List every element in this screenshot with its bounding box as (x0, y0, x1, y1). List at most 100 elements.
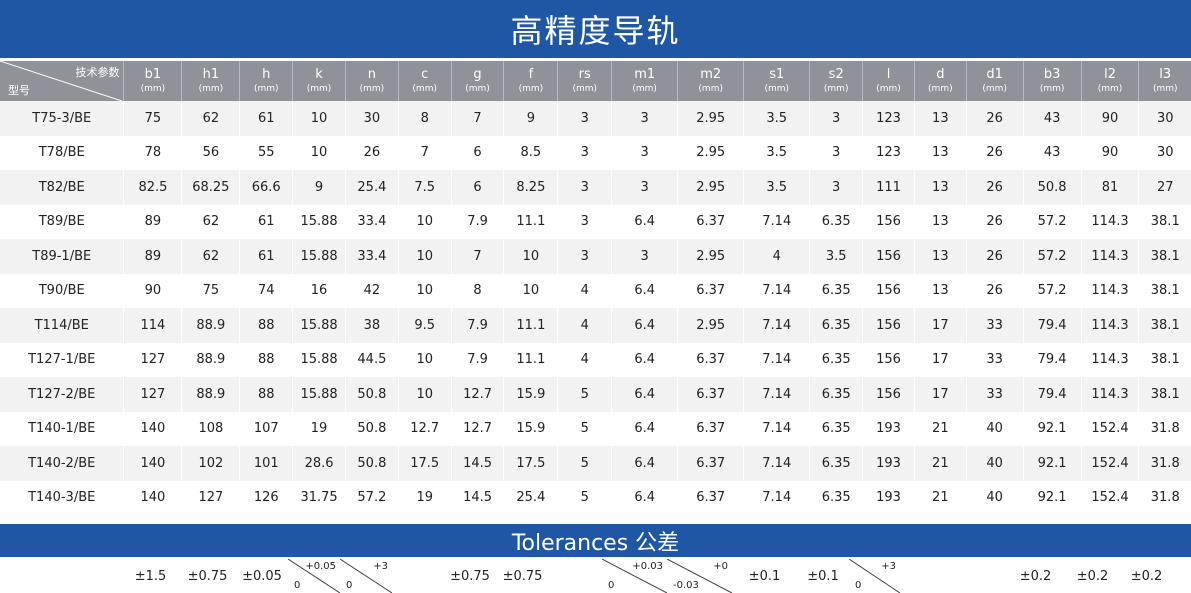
value-cell: 114.3 (1080, 239, 1139, 274)
tolerance-split-cell: +0 -0.03 (667, 559, 732, 593)
value-cell: 6 (450, 170, 504, 205)
column-unit: (mm) (764, 83, 790, 94)
tolerance-upper: +0 (713, 561, 728, 572)
table-row: T140-3/BE 140 127 126 31.75 57.2 19 14.5 25.4 5 6.… (0, 480, 1191, 515)
value-cell: 4 (557, 342, 612, 377)
value-cell: 15.88 (292, 308, 346, 343)
value-cell: 90 (123, 273, 182, 308)
column-header-l3: l3 (mm) (1138, 61, 1191, 101)
tolerance-lower: 0 (346, 580, 353, 591)
value-cell: 8.25 (503, 170, 558, 205)
tolerance-upper: +3 (881, 561, 896, 572)
column-symbol: g (473, 66, 482, 82)
value-cell: 6.37 (677, 342, 744, 377)
value-cell: 3 (809, 170, 863, 205)
model-cell: T90/BE (0, 273, 124, 308)
value-cell: 193 (862, 480, 915, 515)
column-header-l2: l2 (mm) (1080, 61, 1139, 101)
value-cell: 193 (862, 411, 915, 446)
table-row: T114/BE 114 88.9 88 15.88 38 9.5 7.9 11.1 4 6.4 2.9… (0, 308, 1191, 343)
tolerance-split-cell: +3 0 (340, 559, 392, 593)
value-cell: 17 (913, 377, 967, 412)
value-cell: 89 (123, 239, 182, 274)
value-cell: 42 (344, 273, 399, 308)
value-cell: 6.37 (677, 273, 744, 308)
value-cell: 4 (557, 273, 612, 308)
column-header-g: g (mm) (450, 61, 504, 101)
value-cell: 156 (862, 308, 915, 343)
value-cell: 10 (397, 342, 452, 377)
value-cell: 111 (862, 170, 915, 205)
value-cell: 7.14 (743, 446, 810, 481)
table-row: T75-3/BE 75 62 61 10 30 8 7 9 3 3 2.95 3.5 3 123 13 26 43… (0, 101, 1191, 136)
column-unit: (mm) (572, 83, 597, 94)
spec-table: 技术参数 型号 b1 (mm) h1 (mm) h (mm) k (mm) n (mm) c (mm)… (0, 61, 1191, 515)
value-cell: 11.1 (503, 204, 558, 239)
value-cell: 102 (181, 446, 240, 481)
value-cell: 50.8 (1022, 170, 1082, 205)
value-cell: 2.95 (677, 239, 744, 274)
value-cell: 61 (239, 101, 293, 136)
value-cell: 50.8 (344, 411, 399, 446)
model-cell: T89-1/BE (0, 239, 124, 274)
value-cell: 30 (1138, 135, 1191, 170)
value-cell: 10 (503, 239, 558, 274)
value-cell: 10 (397, 377, 452, 412)
value-cell: 90 (1080, 135, 1139, 170)
tolerance-upper: +0.05 (305, 561, 336, 572)
value-cell: 26 (965, 273, 1024, 308)
model-cell: T78/BE (0, 135, 124, 170)
value-cell: 11.1 (503, 308, 558, 343)
value-cell: 88 (239, 377, 293, 412)
value-cell: 12.7 (450, 377, 504, 412)
model-cell: T140-3/BE (0, 480, 124, 515)
value-cell: 6 (450, 135, 504, 170)
value-cell: 7.14 (743, 377, 810, 412)
value-cell: 38.1 (1138, 239, 1191, 274)
value-cell: 43 (1022, 135, 1082, 170)
value-cell: 3 (557, 204, 612, 239)
value-cell: 6.35 (809, 273, 863, 308)
value-cell: 26 (965, 170, 1024, 205)
value-cell: 19 (292, 411, 346, 446)
value-cell: 12.7 (397, 411, 452, 446)
column-header-b3: b3 (mm) (1022, 61, 1082, 101)
value-cell: 89 (123, 204, 182, 239)
model-cell: T140-1/BE (0, 411, 124, 446)
column-unit: (mm) (982, 83, 1007, 94)
value-cell: 7.5 (397, 170, 452, 205)
value-cell: 152.4 (1080, 480, 1139, 515)
value-cell: 31.8 (1138, 446, 1191, 481)
value-cell: 6.4 (611, 411, 678, 446)
column-symbol: c (421, 66, 429, 82)
value-cell: 38 (344, 308, 399, 343)
value-cell: 140 (123, 411, 182, 446)
tolerance-lower: 0 (855, 580, 862, 591)
value-cell: 156 (862, 377, 915, 412)
value-cell: 7 (450, 239, 504, 274)
value-cell: 33.4 (344, 204, 399, 239)
column-unit: (mm) (359, 83, 385, 94)
value-cell: 15.88 (292, 239, 346, 274)
tolerance-diagonal (849, 559, 900, 593)
value-cell: 75 (181, 273, 240, 308)
column-header-rs: rs (mm) (557, 61, 612, 101)
corner-header: 技术参数 型号 (0, 61, 124, 101)
value-cell: 17.5 (397, 446, 452, 481)
value-cell: 6.37 (677, 480, 744, 515)
value-cell: 156 (862, 273, 915, 308)
tolerance-diagonal (667, 559, 732, 593)
value-cell: 6.37 (677, 204, 744, 239)
value-cell: 10 (292, 135, 346, 170)
value-cell: 82.5 (123, 170, 182, 205)
tolerance-value: ±0.2 (1130, 568, 1163, 584)
value-cell: 6.37 (677, 377, 744, 412)
value-cell: 92.1 (1022, 411, 1082, 446)
value-cell: 114.3 (1080, 204, 1139, 239)
value-cell: 3 (611, 101, 678, 136)
value-cell: 3 (557, 239, 612, 274)
value-cell: 3 (557, 101, 612, 136)
value-cell: 127 (123, 342, 182, 377)
value-cell: 3.5 (809, 239, 863, 274)
tolerance-value: ±0.1 (807, 568, 839, 584)
